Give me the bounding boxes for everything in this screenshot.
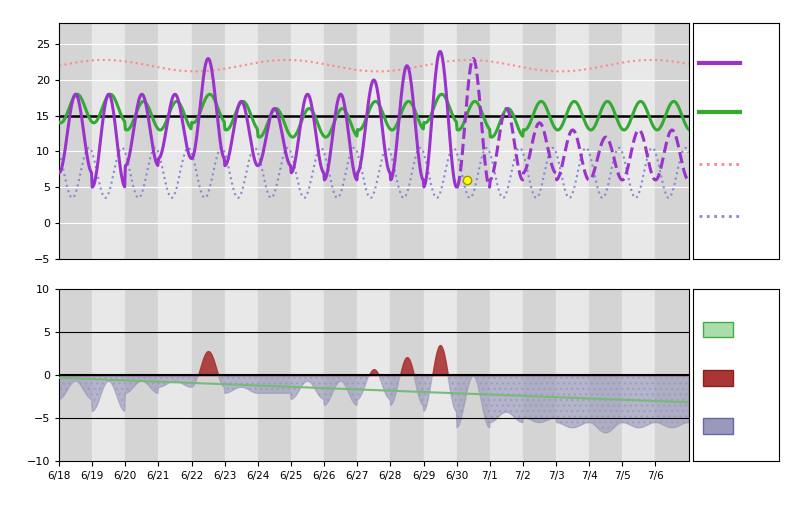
Bar <box>158 289 191 461</box>
Bar <box>656 23 689 259</box>
Bar <box>423 289 456 461</box>
Bar <box>703 370 733 385</box>
Bar <box>191 289 225 461</box>
Bar <box>456 23 490 259</box>
Bar <box>656 289 689 461</box>
Bar <box>125 23 158 259</box>
Bar <box>92 289 125 461</box>
Bar <box>324 289 357 461</box>
Bar <box>423 23 456 259</box>
Bar <box>258 23 291 259</box>
Bar <box>258 289 291 461</box>
Bar <box>556 289 589 461</box>
Bar <box>225 289 258 461</box>
Bar <box>324 23 357 259</box>
Bar <box>59 23 92 259</box>
Bar <box>191 23 225 259</box>
Bar <box>390 23 423 259</box>
Bar <box>490 289 523 461</box>
Bar <box>125 289 158 461</box>
Bar <box>92 23 125 259</box>
Bar <box>703 418 733 434</box>
Bar <box>623 23 656 259</box>
Bar <box>390 289 423 461</box>
Bar <box>589 289 623 461</box>
Bar <box>291 289 324 461</box>
Bar <box>158 23 191 259</box>
Bar <box>623 289 656 461</box>
Bar <box>357 289 390 461</box>
Bar <box>523 23 556 259</box>
Bar <box>291 23 324 259</box>
Bar <box>225 23 258 259</box>
Bar <box>523 289 556 461</box>
Bar <box>456 289 490 461</box>
Bar <box>589 23 623 259</box>
Bar <box>59 289 92 461</box>
Bar <box>556 23 589 259</box>
Bar <box>490 23 523 259</box>
Bar <box>357 23 390 259</box>
Bar <box>703 322 733 337</box>
